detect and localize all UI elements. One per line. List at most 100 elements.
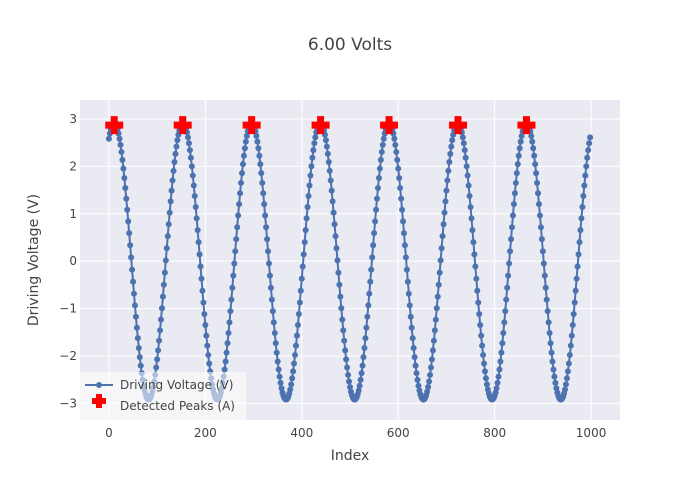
data-point: [397, 185, 404, 192]
data-point: [131, 302, 138, 309]
data-point: [363, 324, 370, 331]
data-point: [566, 351, 573, 358]
data-point: [563, 375, 570, 382]
data-point: [500, 330, 507, 337]
data-point: [308, 163, 315, 170]
data-point: [293, 332, 300, 339]
data-point: [528, 133, 535, 139]
data-point: [137, 362, 144, 369]
data-point: [312, 134, 319, 141]
data-point: [188, 163, 195, 170]
data-point: [410, 345, 417, 351]
data-point: [538, 236, 545, 243]
x-axis-title: Index: [331, 448, 370, 464]
data-point: [330, 209, 337, 216]
data-point: [331, 221, 338, 228]
legend-marker-swatch: [96, 382, 102, 388]
data-point: [266, 260, 272, 267]
legend-item-driving-voltage[interactable]: Driving Voltage (V): [85, 378, 233, 392]
data-point: [254, 138, 261, 145]
plot-area: [80, 100, 620, 420]
y-tick-label: 3: [69, 112, 77, 126]
data-point: [269, 308, 276, 315]
data-point: [325, 158, 332, 165]
data-point: [407, 313, 414, 320]
data-point: [239, 170, 245, 177]
data-point: [441, 209, 448, 216]
data-point: [125, 218, 132, 225]
data-point: [277, 379, 284, 386]
data-point: [298, 275, 305, 282]
data-point: [569, 322, 576, 329]
x-tick-label: 200: [194, 426, 217, 440]
peak-marker: [242, 116, 261, 135]
data-point: [411, 354, 418, 361]
data-point: [539, 248, 546, 255]
data-point: [518, 133, 525, 139]
data-point: [464, 172, 471, 179]
data-point: [299, 263, 306, 270]
data-point: [304, 203, 311, 210]
data-point: [429, 347, 436, 354]
data-point: [302, 227, 309, 234]
data-point: [400, 218, 407, 225]
data-point: [295, 310, 302, 317]
data-point: [334, 257, 341, 264]
data-point: [275, 366, 282, 373]
data-point: [427, 371, 434, 378]
data-point: [426, 378, 433, 385]
data-point: [405, 290, 412, 297]
data-point: [266, 272, 273, 279]
data-point: [459, 134, 466, 141]
data-point: [121, 174, 128, 181]
data-point: [404, 278, 411, 285]
data-point: [290, 368, 297, 375]
data-point: [233, 236, 240, 243]
data-point: [395, 165, 402, 172]
data-point: [516, 145, 523, 152]
data-point: [369, 254, 376, 261]
y-tick-label: 1: [69, 207, 77, 221]
data-point: [294, 322, 301, 329]
data-point: [339, 316, 346, 323]
data-point: [234, 224, 241, 231]
data-point: [341, 337, 348, 344]
data-point: [292, 351, 299, 358]
data-point: [263, 224, 270, 231]
data-point: [227, 308, 234, 315]
data-point: [311, 140, 318, 147]
data-point: [494, 379, 501, 386]
data-point: [262, 212, 269, 219]
data-point: [305, 192, 312, 199]
data-point: [575, 251, 582, 258]
legend-item-detected-peaks[interactable]: Detected Peaks (A): [92, 394, 235, 413]
data-point: [225, 330, 232, 337]
data-point: [433, 305, 440, 312]
data-point: [587, 134, 594, 141]
data-point: [268, 296, 275, 303]
data-point: [226, 319, 233, 326]
y-tick-label: −2: [59, 349, 77, 363]
data-point: [332, 233, 339, 240]
data-point: [267, 284, 274, 291]
data-point: [501, 319, 508, 326]
data-point: [463, 163, 470, 170]
data-point: [475, 299, 482, 306]
data-point: [413, 370, 420, 377]
data-point: [507, 248, 514, 255]
data-point: [550, 366, 557, 373]
data-point: [572, 287, 579, 294]
data-point: [510, 201, 517, 208]
data-point: [509, 212, 516, 219]
grid-layer: [80, 100, 620, 420]
data-point: [159, 293, 166, 300]
data-point: [336, 281, 343, 288]
data-point: [511, 190, 518, 197]
data-point: [257, 161, 264, 168]
data-point: [239, 161, 246, 168]
data-point: [199, 287, 206, 294]
data-point: [435, 281, 442, 288]
data-point: [496, 366, 503, 373]
data-point: [474, 287, 481, 294]
data-point: [196, 251, 203, 258]
